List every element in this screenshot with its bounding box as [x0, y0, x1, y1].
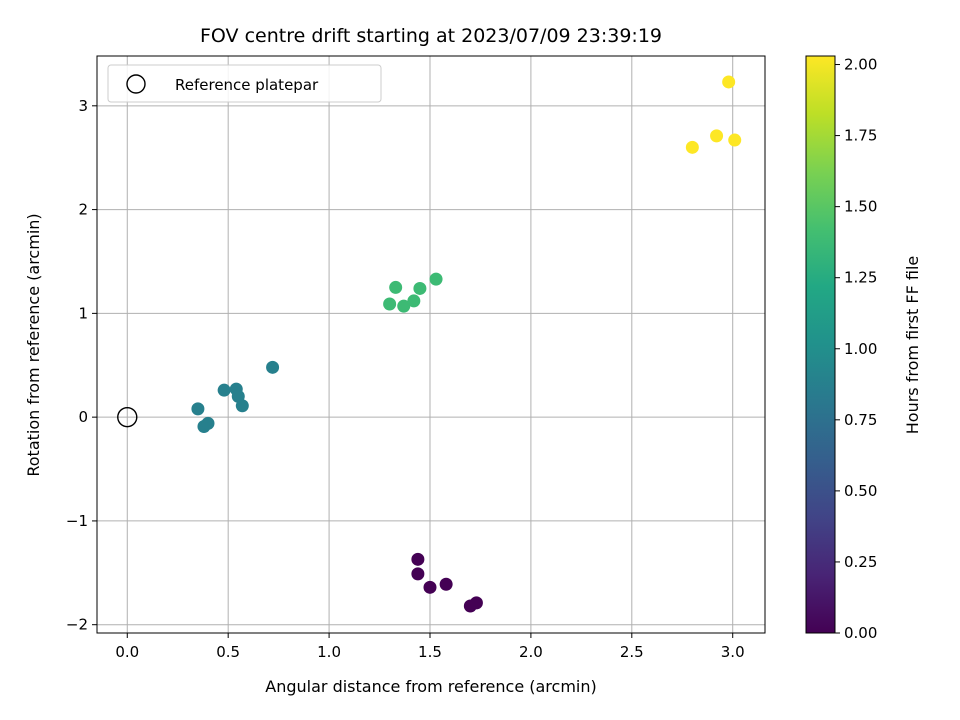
colorbar-ticks: 0.00 0.25 0.50 0.75 1.00 1.25 1.50 1.75 2.00 — [835, 56, 877, 642]
y-tick-label: 2 — [78, 201, 88, 219]
y-tick-label: 3 — [78, 97, 88, 115]
colorbar-tick-label: 1.50 — [844, 198, 877, 216]
chart-title: FOV centre drift starting at 2023/07/09 … — [200, 25, 662, 47]
legend-reference-marker — [126, 74, 146, 94]
x-tick-label: 1.0 — [317, 643, 341, 661]
data-point — [439, 577, 453, 591]
reference-marker-group — [117, 406, 138, 428]
reference-platepar-marker — [117, 406, 138, 428]
data-point — [423, 580, 437, 594]
colorbar: 0.00 0.25 0.50 0.75 1.00 1.25 1.50 1.75 2.00 Hou… — [805, 55, 922, 642]
x-tick-label: 1.5 — [418, 643, 442, 661]
colorbar-tick-label: 1.75 — [844, 127, 877, 145]
plot-frame — [96, 55, 766, 634]
colorbar-tick-label: 2.00 — [844, 56, 877, 74]
data-point — [397, 299, 411, 313]
colorbar-gradient — [805, 55, 836, 634]
data-point — [722, 75, 736, 89]
legend: Reference platepar — [107, 64, 382, 103]
x-tick-label: 2.0 — [519, 643, 543, 661]
grid — [97, 56, 765, 633]
y-axis-label: Rotation from reference (arcmin) — [24, 213, 43, 476]
data-point — [411, 567, 425, 581]
legend-entry-reference: Reference platepar — [175, 76, 319, 94]
colorbar-label: Hours from first FF file — [903, 256, 922, 435]
data-point — [383, 297, 397, 311]
y-axis-ticks: −2 −1 0 1 2 3 — [66, 97, 97, 634]
data-point — [191, 402, 205, 416]
y-tick-label: −1 — [66, 512, 88, 530]
data-point — [407, 294, 421, 308]
data-point — [728, 133, 742, 147]
data-point — [685, 140, 699, 154]
legend-box — [107, 64, 382, 103]
colorbar-tick-label: 1.25 — [844, 269, 877, 287]
data-point — [710, 129, 724, 143]
x-axis-ticks: 0.0 0.5 1.0 1.5 2.0 2.5 3.0 — [115, 633, 745, 661]
y-tick-label: 0 — [78, 408, 88, 426]
colorbar-tick-label: 0.50 — [844, 482, 877, 500]
y-tick-label: 1 — [78, 304, 88, 322]
y-tick-label: −2 — [66, 616, 88, 634]
data-point — [217, 383, 231, 397]
scatter-points — [191, 75, 742, 613]
data-point — [469, 596, 483, 610]
data-point — [389, 280, 403, 294]
data-point — [266, 360, 280, 374]
x-tick-label: 2.5 — [620, 643, 644, 661]
data-point — [235, 399, 249, 413]
x-axis-label: Angular distance from reference (arcmin) — [265, 677, 596, 696]
data-point — [413, 281, 427, 295]
colorbar-tick-label: 1.00 — [844, 340, 877, 358]
data-point — [429, 272, 443, 286]
x-tick-label: 3.0 — [721, 643, 745, 661]
x-tick-label: 0.0 — [115, 643, 139, 661]
colorbar-tick-label: 0.75 — [844, 411, 877, 429]
colorbar-tick-label: 0.00 — [844, 624, 877, 642]
data-point — [201, 416, 215, 430]
colorbar-tick-label: 0.25 — [844, 553, 877, 571]
data-point — [411, 552, 425, 566]
x-tick-label: 0.5 — [216, 643, 240, 661]
